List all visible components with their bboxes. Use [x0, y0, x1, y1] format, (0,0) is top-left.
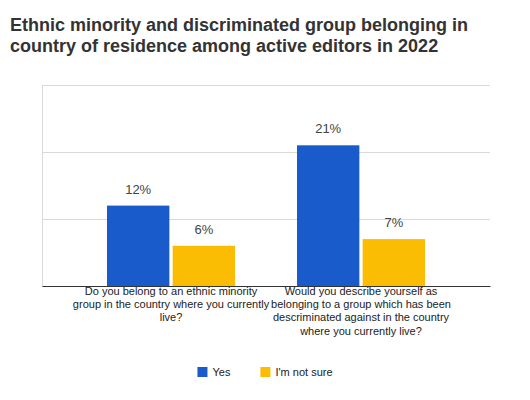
x-tick-label-line: belonging to a group which has been [271, 298, 451, 310]
bar [173, 246, 235, 286]
x-tick-label-line: Do you belong to an ethnic minority [85, 285, 258, 297]
bar [297, 145, 359, 286]
y-axis [42, 86, 490, 287]
x-tick-label-line: live? [160, 311, 183, 323]
legend-item: Yes [197, 366, 230, 378]
x-tick: Do you belong to an ethnic minoritygroup… [73, 285, 270, 323]
legend-label: I'm not sure [275, 366, 332, 378]
x-tick: Would you describe yourself asbelonging … [271, 285, 451, 337]
legend-item: I'm not sure [260, 366, 332, 378]
x-tick-label: Do you belong to an ethnic minoritygroup… [73, 285, 270, 323]
legend-label: Yes [212, 366, 230, 378]
x-tick-label-line: group in the country where you currently [73, 298, 270, 310]
bar [363, 239, 425, 286]
bars [107, 145, 425, 286]
y-tick [42, 85, 490, 86]
data-label: 6% [194, 222, 213, 237]
data-labels: 12% 21% 6% 7% [125, 121, 403, 237]
x-tick-label: Would you describe yourself asbelonging … [271, 285, 451, 337]
data-label: 21% [315, 121, 341, 136]
data-label: 12% [125, 182, 151, 197]
data-label: 7% [384, 215, 403, 230]
legend: Yes I'm not sure [197, 366, 332, 378]
x-tick-label-line: Would you describe yourself as [285, 285, 438, 297]
title-line: Ethnic minority and discriminated group … [10, 15, 468, 35]
y-axis-line [43, 86, 491, 287]
chart: Ethnic minority and discriminated group … [0, 0, 530, 400]
legend-swatch [197, 367, 207, 377]
x-tick-label-line: descriminated against in the country [273, 311, 450, 323]
y-tick [42, 152, 490, 153]
grid-line [42, 85, 490, 86]
title-line: country of residence among active editor… [10, 36, 438, 56]
x-axis: Do you belong to an ethnic minoritygroup… [43, 285, 491, 337]
x-tick-label-line: where you currently live? [299, 325, 422, 337]
bar [107, 206, 169, 286]
legend-swatch [260, 367, 270, 377]
title: Ethnic minority and discriminated group … [10, 15, 468, 56]
grid-line [42, 152, 490, 153]
